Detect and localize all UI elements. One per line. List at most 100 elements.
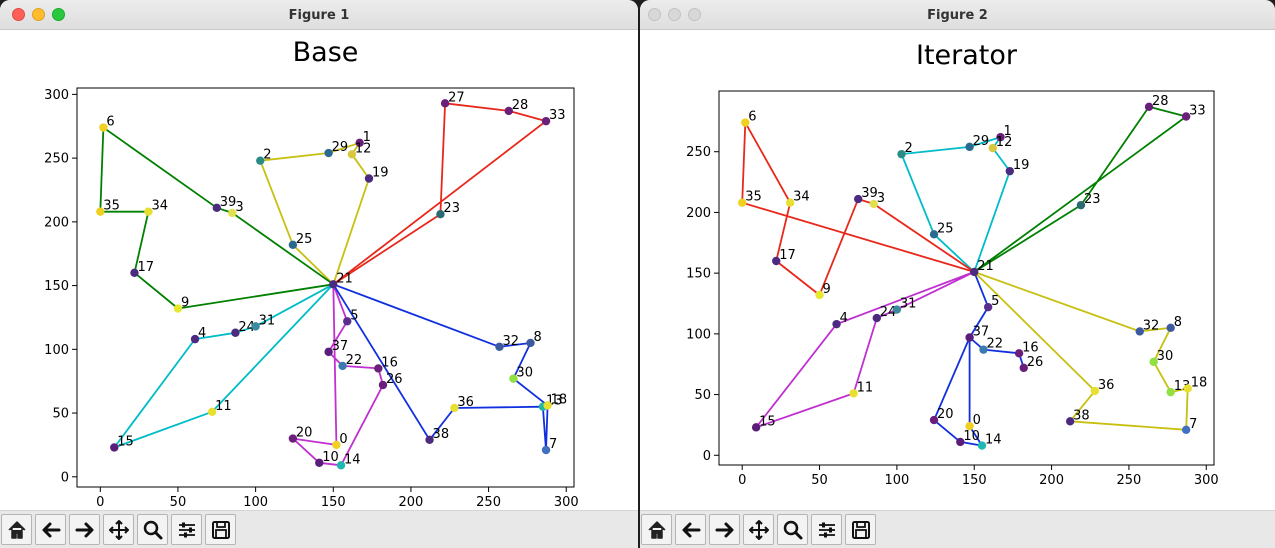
node-label-8: 8: [534, 330, 542, 345]
save-button[interactable]: [845, 514, 876, 545]
node-label-33: 33: [549, 108, 566, 123]
plot-canvas[interactable]: Base 0 1 2 3 4 5 6 7 8 9 10 11 12 13 14 15 16 17 18 19 20 21 22…: [0, 30, 638, 510]
navigation-toolbar: [640, 510, 1275, 548]
node-point-25: [929, 230, 939, 239]
node-label-28: 28: [1152, 94, 1169, 109]
node-point-14: [977, 441, 987, 450]
window-title: Figure 1: [288, 8, 350, 23]
node-point-35: [96, 207, 105, 216]
node-point-5: [983, 302, 993, 312]
node-label-18: 18: [551, 392, 568, 407]
node-label-20: 20: [296, 426, 313, 441]
node-point-20: [288, 434, 298, 443]
route-line-1: [259, 141, 370, 285]
minimize-icon[interactable]: [668, 8, 681, 21]
pan-button[interactable]: [743, 514, 774, 545]
node-point-4: [190, 334, 200, 344]
node-label-1: 1: [1004, 124, 1012, 139]
pan-button[interactable]: [103, 514, 134, 545]
node-label-16: 16: [381, 355, 398, 370]
route-line-1: [900, 136, 1011, 273]
node-point-11: [849, 389, 858, 398]
configure-subplots-button[interactable]: [171, 514, 202, 545]
node-label-31: 31: [259, 313, 276, 328]
node-label-5: 5: [991, 294, 999, 309]
y-tick-label: 150: [686, 267, 711, 282]
plot-canvas[interactable]: Iterator 0 1 2 3 4 5 6 7 8 9 10 11 12 13 14 15 16 17 18 19 20…: [640, 30, 1275, 510]
node-label-30: 30: [516, 366, 533, 381]
node-point-19: [364, 174, 374, 183]
window-titlebar[interactable]: Figure 2: [640, 0, 1275, 30]
node-label-32: 32: [1143, 318, 1160, 333]
minimize-icon[interactable]: [32, 8, 45, 21]
window-titlebar[interactable]: Figure 1: [0, 0, 638, 30]
back-button[interactable]: [35, 514, 66, 545]
node-point-10: [956, 437, 965, 447]
node-point-39: [854, 194, 863, 204]
zoom-icon: [783, 520, 802, 539]
back-button[interactable]: [675, 514, 706, 545]
node-point-16: [374, 364, 383, 373]
y-tick-label: 0: [61, 470, 69, 485]
node-point-26: [1019, 363, 1028, 373]
home-button[interactable]: [1, 514, 32, 545]
node-label-8: 8: [1174, 315, 1182, 330]
node-point-34: [785, 198, 795, 207]
node-point-9: [173, 304, 183, 313]
node-point-0: [332, 440, 341, 450]
node-point-0: [965, 421, 974, 431]
figure-2-window: Figure 2 Iterator 0 1 2 3 4 5 6 7 8 9 10 11 12 13 14 15 1…: [640, 0, 1275, 548]
node-label-36: 36: [457, 395, 474, 410]
save-button[interactable]: [205, 514, 236, 545]
node-point-3: [228, 208, 237, 218]
node-point-33: [541, 116, 551, 126]
node-point-13: [1166, 387, 1175, 397]
node-label-26: 26: [1027, 355, 1044, 370]
forward-button[interactable]: [69, 514, 100, 545]
node-point-38: [425, 435, 434, 445]
node-label-34: 34: [151, 199, 168, 214]
node-point-7: [1181, 425, 1191, 434]
x-tick-label: 250: [476, 495, 501, 510]
node-label-23: 23: [1084, 192, 1101, 207]
node-point-15: [751, 423, 761, 432]
zoom-button[interactable]: [137, 514, 168, 545]
node-label-31: 31: [900, 297, 917, 312]
zoom-window-icon[interactable]: [52, 8, 65, 21]
node-point-8: [526, 338, 535, 348]
node-point-30: [509, 374, 518, 383]
node-label-34: 34: [793, 190, 810, 205]
node-point-27: [440, 99, 450, 108]
home-button[interactable]: [641, 514, 672, 545]
forward-button[interactable]: [709, 514, 740, 545]
node-point-36: [450, 403, 459, 413]
node-point-6: [741, 118, 750, 127]
node-point-29: [965, 142, 974, 152]
node-label-0: 0: [339, 432, 347, 447]
node-point-14: [336, 461, 346, 470]
node-label-2: 2: [905, 141, 913, 156]
node-label-21: 21: [336, 271, 353, 286]
axes-frame: [76, 87, 575, 488]
configure-subplots-button[interactable]: [811, 514, 842, 545]
node-label-6: 6: [106, 115, 114, 130]
node-label-10: 10: [963, 429, 980, 444]
node-point-1: [355, 138, 364, 148]
close-icon[interactable]: [648, 8, 661, 21]
node-point-31: [251, 322, 260, 331]
node-point-22: [338, 361, 347, 371]
node-point-33: [1181, 112, 1191, 121]
node-label-14: 14: [344, 452, 361, 467]
node-point-8: [1166, 323, 1175, 332]
y-tick-label: 200: [44, 215, 69, 230]
node-label-14: 14: [985, 433, 1002, 448]
node-label-35: 35: [745, 190, 762, 205]
zoom-button[interactable]: [777, 514, 808, 545]
node-label-7: 7: [549, 437, 557, 452]
zoom-window-icon[interactable]: [688, 8, 701, 21]
node-label-33: 33: [1189, 104, 1206, 119]
x-tick-label: 300: [554, 495, 579, 510]
save-icon: [851, 520, 870, 539]
node-point-32: [1135, 327, 1144, 336]
close-icon[interactable]: [12, 8, 25, 21]
